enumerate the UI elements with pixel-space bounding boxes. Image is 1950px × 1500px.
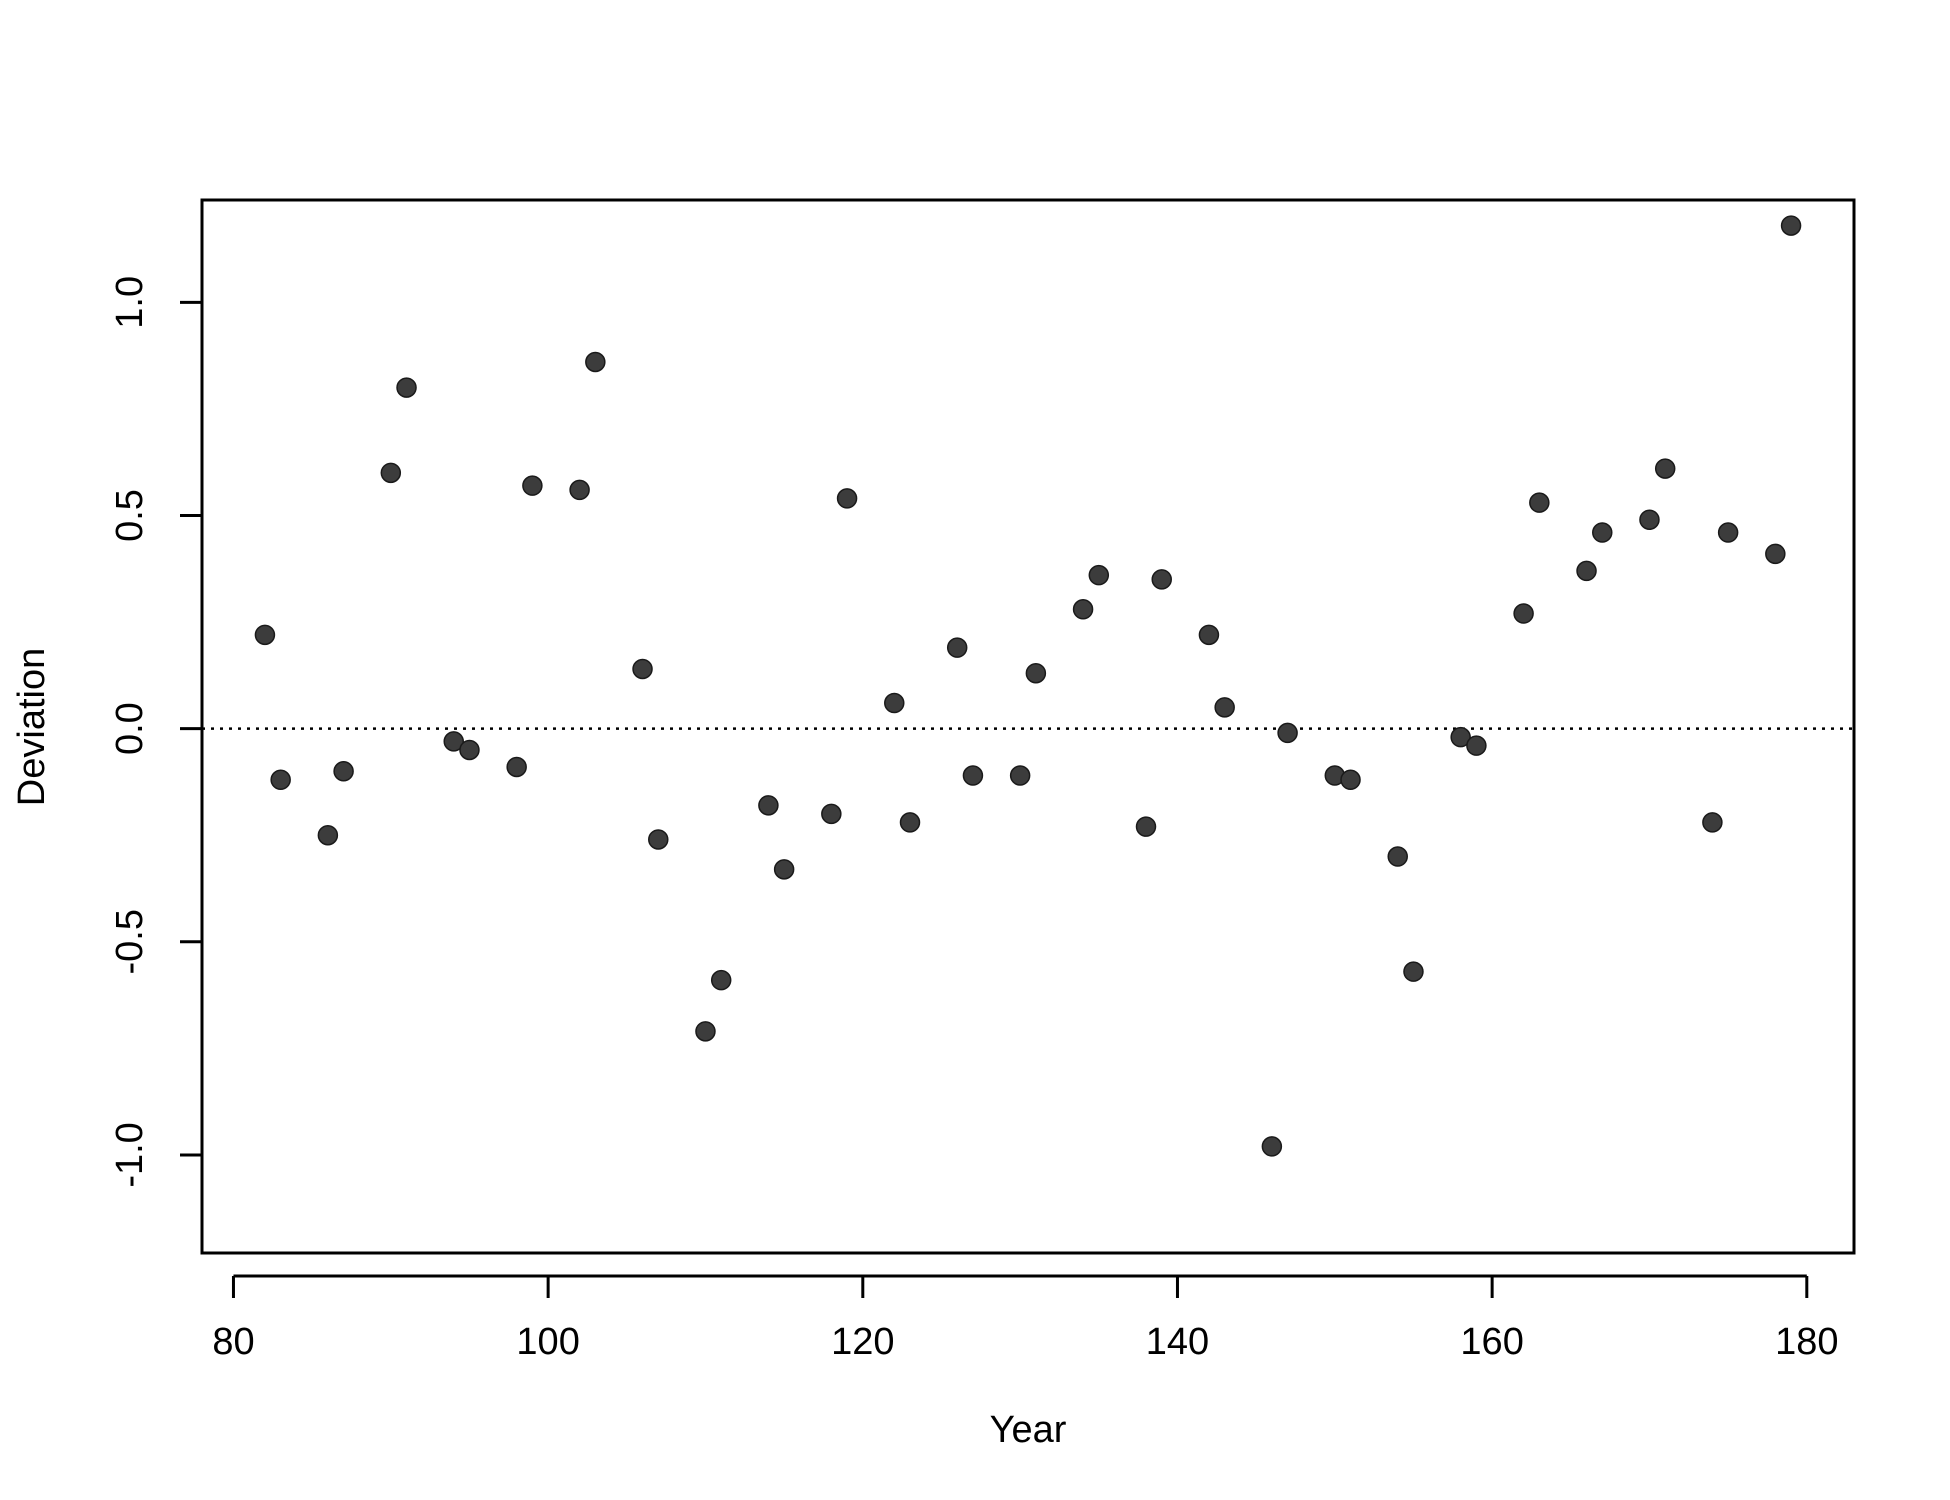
- x-tick-label: 80: [212, 1321, 254, 1363]
- data-point: [821, 803, 842, 825]
- data-point: [1513, 603, 1534, 624]
- plot-frame: [200, 198, 1856, 1255]
- data-point: [1717, 522, 1739, 543]
- y-tick-label: 0.5: [109, 489, 151, 542]
- data-point: [836, 488, 858, 509]
- data-point: [773, 859, 795, 880]
- data-point: [1214, 697, 1235, 718]
- y-tick-label: 1.0: [109, 276, 151, 329]
- data-point: [1135, 816, 1157, 837]
- data-point: [962, 765, 984, 786]
- data-point: [1403, 961, 1424, 982]
- data-point: [1780, 215, 1802, 236]
- data-point: [758, 795, 779, 816]
- data-point: [632, 658, 653, 680]
- data-point: [710, 969, 732, 991]
- y-tick-label: -0.5: [109, 909, 151, 974]
- data-point: [1765, 543, 1786, 565]
- data-point: [506, 756, 527, 778]
- data-point: [1450, 726, 1471, 748]
- data-point: [1198, 624, 1220, 646]
- y-tick-label: -1.0: [109, 1122, 151, 1187]
- data-point: [1025, 662, 1047, 684]
- data-point: [648, 829, 669, 850]
- data-point: [1072, 599, 1094, 620]
- data-point: [396, 377, 417, 398]
- data-point: [1702, 812, 1723, 833]
- x-tick-label: 120: [831, 1321, 894, 1363]
- y-axis-label: Deviation: [11, 648, 53, 806]
- data-point: [1261, 1136, 1283, 1157]
- data-point: [899, 812, 921, 833]
- data-point: [1387, 846, 1408, 867]
- y-axis: -1.0 -0.5 0.0 0.5 1.0: [109, 276, 204, 1188]
- data-point: [1529, 492, 1550, 513]
- data-point: [380, 462, 402, 484]
- x-tick-label: 160: [1460, 1321, 1523, 1363]
- data-point: [270, 769, 291, 791]
- data-point: [946, 637, 968, 658]
- data-point: [333, 761, 354, 782]
- data-point: [459, 739, 480, 761]
- data-point: [1654, 458, 1676, 479]
- x-axis-label: Year: [990, 1409, 1067, 1451]
- data-point: [1466, 735, 1487, 756]
- x-tick-label: 100: [516, 1321, 579, 1363]
- data-point: [522, 475, 543, 496]
- data-point: [254, 624, 276, 646]
- x-tick-label: 140: [1146, 1321, 1209, 1363]
- data-points: [254, 215, 1802, 1157]
- data-point: [585, 351, 606, 373]
- x-axis: 80 100 120 140 160 180: [212, 1274, 1839, 1363]
- data-point: [1639, 509, 1660, 530]
- data-point: [1088, 564, 1110, 586]
- x-tick-label: 180: [1775, 1321, 1838, 1363]
- data-point: [1340, 769, 1361, 791]
- data-point: [443, 731, 464, 752]
- data-point: [569, 479, 590, 501]
- data-point: [1277, 722, 1298, 744]
- y-tick-label: 0.0: [109, 702, 151, 755]
- data-point: [695, 1021, 716, 1042]
- data-point: [1009, 765, 1031, 786]
- data-point: [1151, 569, 1172, 590]
- data-point: [1592, 522, 1613, 543]
- data-point: [884, 692, 905, 714]
- data-point: [1576, 560, 1597, 582]
- data-point: [317, 824, 339, 846]
